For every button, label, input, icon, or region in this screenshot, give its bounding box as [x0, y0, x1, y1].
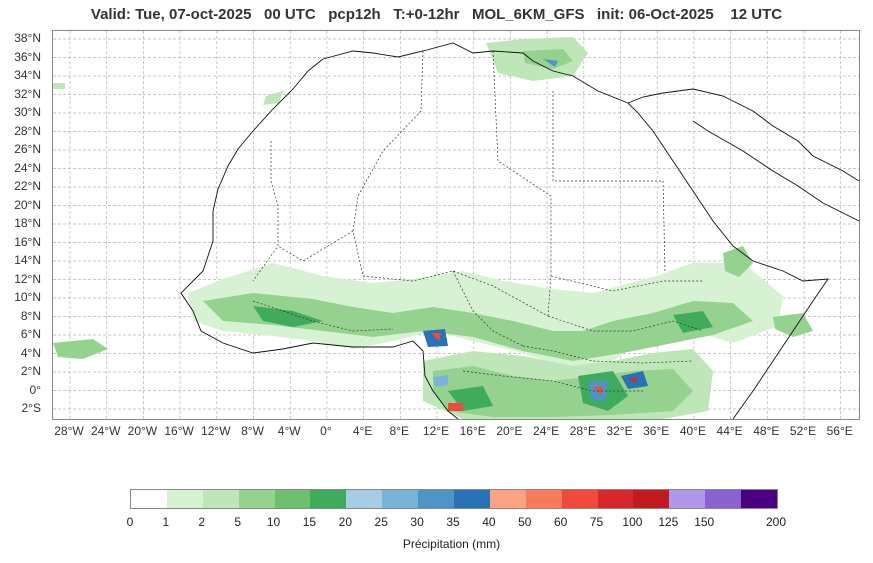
- colorbar-swatch: [131, 490, 167, 508]
- colorbar-swatch: [274, 490, 311, 508]
- map-title: Valid: Tue, 07-oct-2025 00 UTC pcp12h T:…: [90, 6, 783, 23]
- longitude-label: 48°E: [753, 424, 780, 438]
- country-borders: [252, 50, 704, 392]
- colorbar-tick-label: 35: [446, 515, 460, 529]
- colorbar-swatch: [202, 490, 239, 508]
- colorbar-swatch: [705, 490, 742, 508]
- colorbar-tick-label: 20: [338, 515, 353, 529]
- longitude-label: 4°W: [277, 424, 301, 438]
- latitude-label: 22°N: [14, 179, 41, 193]
- colorbar-tick-label: 75: [589, 515, 604, 529]
- precipitation-map: [53, 31, 859, 419]
- latitude-label: 2°N: [20, 364, 41, 378]
- longitude-label: 20°E: [496, 424, 523, 438]
- colorbar-swatch: [597, 490, 634, 508]
- colorbar-tick-label: 25: [374, 515, 388, 529]
- longitude-label: 32°E: [606, 424, 633, 438]
- longitude-label: 44°E: [716, 424, 743, 438]
- colorbar-swatch: [382, 490, 419, 508]
- colorbar-tick-label: 60: [553, 515, 568, 529]
- colorbar-swatch: [561, 490, 598, 508]
- latitude-label: 0°: [29, 382, 41, 397]
- latitude-label: 28°N: [14, 123, 41, 138]
- longitude-label: 52°E: [789, 424, 817, 438]
- map-panel: [52, 30, 860, 420]
- colorbar-tick-label: 40: [482, 515, 496, 529]
- longitude-label: 24°E: [533, 424, 560, 438]
- colorbar-tick-label: 200: [765, 515, 787, 529]
- longitude-label: 20°W: [127, 424, 158, 438]
- colorbar-tick-label: 2: [198, 515, 206, 529]
- colorbar-swatch: [310, 490, 347, 508]
- colorbar-swatch: [489, 490, 526, 508]
- colorbar-swatch: [418, 490, 455, 508]
- longitude-label: 56°E: [826, 424, 853, 438]
- colorbar-swatch: [669, 490, 706, 508]
- colorbar-swatch: [633, 490, 670, 508]
- latitude-label: 10°N: [14, 290, 41, 304]
- colorbar-swatch: [238, 490, 275, 508]
- latitude-label: 20°N: [14, 197, 41, 212]
- colorbar-swatch: [454, 490, 490, 508]
- longitude-label: 12°W: [201, 424, 231, 438]
- longitude-label: 28°E: [569, 424, 596, 438]
- colorbar-label: Précipitation (mm): [402, 537, 501, 551]
- colorbar-swatch: [346, 490, 383, 508]
- longitude-label: 0°: [320, 424, 332, 438]
- latitude-label: 14°N: [14, 253, 41, 267]
- colorbar-swatch: [166, 490, 203, 508]
- colorbar-tick-label: 50: [518, 515, 532, 529]
- colorbar-tick-label: 30: [410, 515, 424, 529]
- latitude-label: 18°N: [14, 216, 41, 230]
- latitude-label: 24°N: [14, 160, 41, 175]
- latitude-label: 4°N: [20, 345, 41, 360]
- longitude-label: 12°E: [422, 424, 450, 438]
- latitude-label: 6°N: [20, 327, 41, 341]
- longitude-label: 4°E: [352, 424, 373, 438]
- latitude-label: 32°N: [14, 86, 41, 101]
- latitude-label: 8°N: [20, 308, 41, 323]
- longitude-label: 28°W: [54, 424, 84, 438]
- latitude-label: 2°S: [21, 401, 41, 415]
- colorbar-tick-label: 100: [622, 515, 643, 529]
- colorbar-tick-label: 150: [694, 515, 715, 529]
- colorbar-tick-label: 5: [234, 515, 241, 529]
- longitude-label: 8°E: [389, 424, 410, 438]
- longitude-label: 8°W: [241, 424, 264, 438]
- colorbar-tick-label: 125: [658, 515, 679, 529]
- latitude-label: 26°N: [14, 142, 41, 156]
- longitude-label: 16°E: [459, 424, 486, 438]
- latitude-label: 30°N: [14, 105, 41, 119]
- longitude-label: 24°W: [90, 424, 121, 438]
- colorbar-tick-label: 10: [266, 515, 281, 529]
- colorbar-swatch: [525, 490, 562, 508]
- precipitation-areas: [53, 37, 813, 419]
- colorbar-tick-label: 15: [302, 515, 317, 529]
- colorbar-swatch: [741, 490, 778, 508]
- latitude-label: 12°N: [14, 271, 41, 286]
- latitude-label: 16°N: [14, 234, 41, 249]
- longitude-label: 36°E: [643, 424, 670, 438]
- latitude-label: 36°N: [14, 49, 41, 64]
- colorbar-tick-label: 1: [162, 515, 170, 529]
- latitude-label: 34°N: [14, 68, 41, 82]
- longitude-label: 16°W: [164, 424, 194, 438]
- latitude-label: 38°N: [14, 31, 41, 45]
- colorbar: [130, 489, 778, 509]
- colorbar-tick-label: 0: [126, 515, 134, 529]
- longitude-label: 40°E: [679, 424, 706, 438]
